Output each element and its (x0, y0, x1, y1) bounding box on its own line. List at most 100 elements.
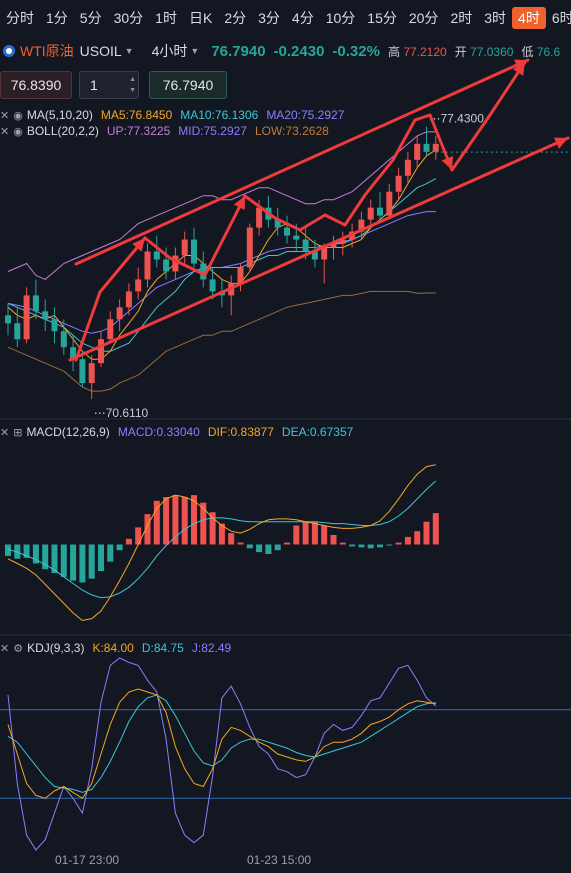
quantity-stepper-icon[interactable]: ▲ ▼ (129, 76, 136, 94)
trend-path-segment (428, 113, 454, 172)
candle-body (432, 143, 439, 152)
boll-upper-line (7, 131, 436, 280)
ma5-line (7, 149, 437, 360)
macd-bar (218, 523, 225, 545)
macd-bar (377, 544, 383, 548)
macd-bar (98, 544, 104, 572)
trend-path-segment (413, 113, 432, 122)
symbol-header: WTI原油 USOIL ▼ 4小时 ▼ 76.7940 -0.2430 -0.3… (0, 38, 571, 64)
macd-bar (181, 497, 188, 545)
tab-9[interactable]: 10分 (325, 10, 356, 26)
sell-price-button[interactable]: 76.8390 (0, 71, 72, 99)
macd-bar (107, 544, 114, 562)
trend-path-segment-head (132, 238, 145, 252)
interval-selector[interactable]: 4小时 (151, 43, 188, 59)
macd-bar (274, 544, 281, 551)
low-value: 76.6 (536, 44, 561, 59)
buy-price-button[interactable]: 76.7940 (149, 71, 227, 99)
tab-0[interactable]: 分时 (6, 10, 34, 26)
order-bar: 76.8390 1 ▲ ▼ 76.7940 (0, 70, 227, 100)
candle-body (32, 295, 39, 312)
macd-bar (125, 538, 132, 545)
k-value: K:84.00 (92, 641, 134, 655)
macd-bar (23, 544, 30, 558)
symbol-dropdown-icon[interactable]: ▼ (124, 46, 134, 56)
dea-value: DEA:0.67357 (281, 425, 354, 439)
trend-path-segment (323, 213, 347, 227)
symbol-name[interactable]: WTI原油 (20, 43, 74, 59)
ma-legend: ✕ ◉ MA(5,10,20) MA5:76.8450 MA10:76.1306… (0, 107, 352, 123)
candle-body (321, 247, 328, 260)
candle-body (14, 323, 21, 340)
ma-name[interactable]: MA(5,10,20) (26, 108, 93, 122)
tab-1[interactable]: 1分 (46, 10, 68, 26)
boll-name[interactable]: BOLL(20,2,2) (26, 124, 99, 138)
interval-dropdown-icon[interactable]: ▼ (190, 46, 200, 56)
tab-3[interactable]: 30分 (113, 10, 144, 26)
ma5-value: MA5:76.8450 (100, 108, 173, 122)
tab-5[interactable]: 日K (188, 10, 213, 26)
candle-body (200, 263, 207, 280)
candle-body (5, 315, 11, 324)
macd-bar (42, 544, 49, 570)
eye-icon[interactable]: ◉ (13, 109, 23, 122)
candle-body (274, 219, 281, 228)
candle-body (191, 239, 197, 264)
dif-line (7, 464, 436, 622)
time-axis-label: 01-17 23:00 (55, 853, 119, 867)
macd-bar (228, 533, 235, 545)
macd-bar (395, 542, 402, 545)
candle-body (172, 255, 179, 272)
trend-path-segment (486, 60, 527, 120)
close-icon[interactable]: ✕ (0, 125, 10, 138)
collapse-icon[interactable]: ✕ (0, 642, 10, 655)
candle-body (135, 279, 142, 292)
tab-10[interactable]: 15分 (367, 10, 397, 26)
candle-body (228, 283, 235, 296)
macd-bar (256, 544, 263, 553)
tab-14[interactable]: 4时 (512, 7, 546, 29)
tab-6[interactable]: 2分 (224, 10, 247, 26)
close-icon[interactable]: ✕ (0, 109, 10, 122)
tab-7[interactable]: 3分 (258, 10, 280, 26)
candle-body (367, 207, 374, 220)
settings-icon[interactable]: ⚙ (13, 642, 24, 655)
tab-4[interactable]: 1时 (155, 10, 177, 26)
tab-8[interactable]: 4分 (291, 10, 314, 26)
macd-bar (163, 497, 170, 545)
candle-body (358, 219, 365, 232)
eye-icon[interactable]: ◉ (13, 125, 23, 138)
tab-12[interactable]: 2时 (450, 10, 473, 26)
trend-path-segment (203, 194, 247, 277)
collapse-icon[interactable]: ✕ (0, 426, 10, 439)
tab-13[interactable]: 3时 (484, 10, 507, 26)
ma20-value: MA20:75.2927 (266, 108, 345, 122)
symbol-logo-icon (3, 45, 15, 57)
boll-up-value: UP:77.3225 (106, 124, 171, 138)
macd-bar (32, 544, 39, 564)
candle-body (163, 259, 170, 272)
macd-bar (404, 536, 411, 545)
tab-2[interactable]: 5分 (79, 10, 102, 26)
open-stat: 开 77.0360 (455, 43, 514, 60)
candle-body (116, 307, 123, 320)
macd-bar (14, 544, 21, 559)
candle-body (339, 239, 346, 244)
macd-bar (284, 542, 290, 545)
trend-path-segment-head (512, 62, 525, 76)
macd-bar (414, 531, 421, 545)
symbol-code[interactable]: USOIL (79, 43, 122, 59)
trend-path-segment (98, 236, 147, 294)
candle-body (330, 243, 337, 248)
macd-bar (432, 513, 439, 545)
macd-name[interactable]: MACD(12,26,9) (26, 425, 110, 439)
ma10-value: MA10:76.1306 (180, 108, 259, 122)
tab-11[interactable]: 20分 (408, 10, 439, 26)
expand-icon[interactable]: ⊞ (13, 426, 23, 439)
candle-body (79, 359, 86, 384)
kdj-name[interactable]: KDJ(9,3,3) (27, 641, 85, 655)
quantity-input[interactable]: 1 ▲ ▼ (79, 71, 139, 99)
channel-lower-arrow (68, 136, 570, 362)
high-mark-label: ⋯77.4300 (429, 112, 485, 126)
tab-15[interactable]: 6时 (551, 10, 571, 26)
